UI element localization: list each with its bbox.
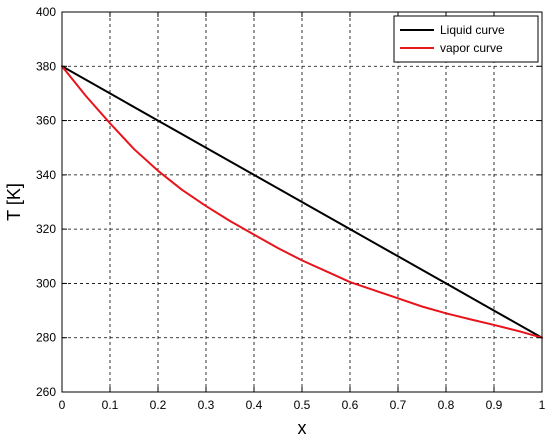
legend-label: Liquid curve bbox=[440, 23, 505, 37]
y-tick-label: 340 bbox=[36, 168, 56, 182]
x-tick-label: 0.3 bbox=[198, 398, 215, 412]
x-tick-label: 0.4 bbox=[246, 398, 263, 412]
y-tick-label: 260 bbox=[36, 385, 56, 399]
y-tick-labels: 260 280 300 320 340 360 380 400 bbox=[36, 5, 56, 399]
x-tick-label: 0.1 bbox=[102, 398, 119, 412]
x-tick-label: 1 bbox=[539, 398, 546, 412]
x-tick-label: 0.9 bbox=[486, 398, 503, 412]
series-lines bbox=[61, 65, 543, 339]
y-tick-label: 400 bbox=[36, 5, 56, 19]
x-tick-labels: 0 0.1 0.2 0.3 0.4 0.5 0.6 0.7 0.8 0.9 1 bbox=[59, 398, 546, 412]
y-tick-label: 280 bbox=[36, 331, 56, 345]
axis-ticks bbox=[61, 11, 543, 393]
series-line-liquid bbox=[61, 65, 543, 339]
y-tick-label: 300 bbox=[36, 276, 56, 290]
y-tick-label: 380 bbox=[36, 59, 56, 73]
x-tick-label: 0.7 bbox=[390, 398, 407, 412]
legend: Liquid curve vapor curve bbox=[393, 15, 539, 63]
legend-box bbox=[393, 15, 539, 63]
grid-lines bbox=[62, 12, 542, 392]
x-tick-label: 0 bbox=[59, 398, 66, 412]
x-tick-label: 0.8 bbox=[438, 398, 455, 412]
x-tick-label: 0.6 bbox=[342, 398, 359, 412]
x-tick-label: 0.2 bbox=[150, 398, 167, 412]
series-line-vapor bbox=[61, 65, 543, 339]
x-tick-label: 0.5 bbox=[294, 398, 311, 412]
y-tick-label: 360 bbox=[36, 114, 56, 128]
y-axis-label: T [K] bbox=[4, 183, 24, 221]
y-tick-label: 320 bbox=[36, 222, 56, 236]
legend-label: vapor curve bbox=[440, 41, 503, 55]
x-axis-label: x bbox=[298, 418, 307, 438]
